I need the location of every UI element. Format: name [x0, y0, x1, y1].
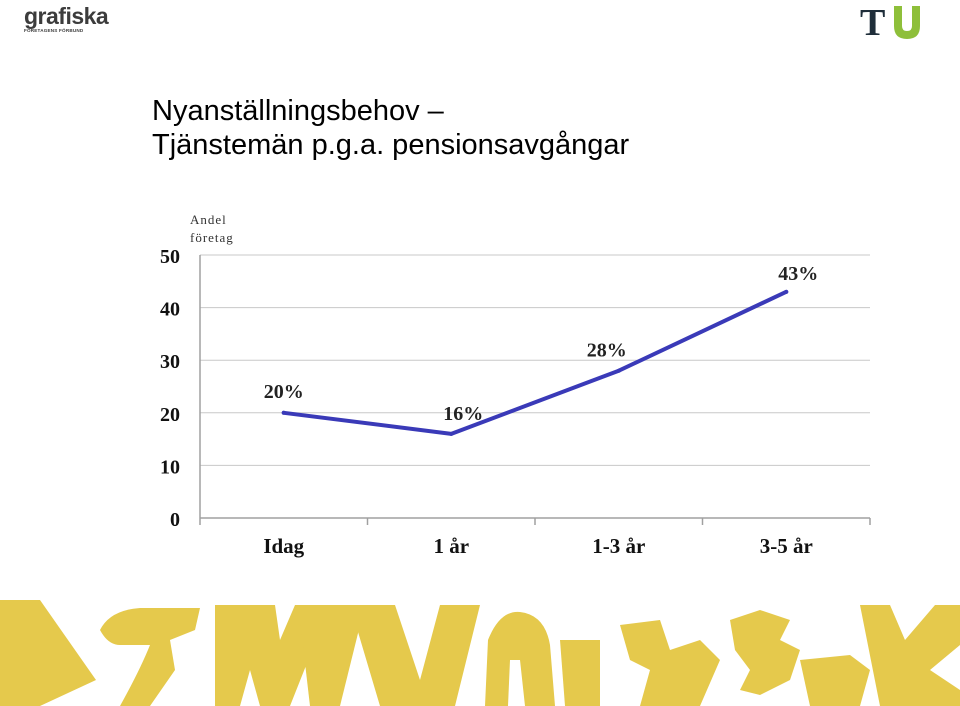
tu-logo: T [860, 2, 920, 40]
data-point [616, 368, 621, 373]
decor-shape [730, 610, 800, 695]
y-tick-label: 10 [160, 456, 180, 478]
decor-shape [350, 605, 480, 706]
line-chart: 0 10 20 30 40 50 Idag 1 år 1-3 år 3-5 år 20% 16% 2… [160, 212, 871, 558]
data-point [281, 410, 286, 415]
decor-shape [0, 600, 96, 706]
x-tick-label: Idag [263, 534, 304, 558]
slide-title: Nyanställningsbehov – Tjänstemän p.g.a. … [152, 94, 852, 162]
decorative-banner [0, 600, 960, 706]
x-tick-label: 1-3 år [592, 534, 645, 558]
data-label: 16% [443, 403, 483, 425]
series-line [281, 289, 789, 436]
decor-shape [100, 608, 200, 706]
tu-logo-t: T [860, 2, 885, 40]
decor-shape [300, 605, 365, 706]
data-label: 43% [778, 263, 818, 285]
y-tick-label: 40 [160, 299, 180, 321]
data-label: 28% [587, 340, 627, 362]
data-label: 20% [264, 381, 304, 403]
y-tick-label: 20 [160, 404, 180, 426]
tu-logo-u [894, 6, 920, 39]
decor-shape [560, 640, 600, 706]
y-tick-label: 0 [170, 509, 180, 531]
grafiska-logo-wordmark: grafiska [24, 3, 109, 29]
y-axis-title-line-1: Andel [190, 212, 227, 227]
y-tick-label: 30 [160, 351, 180, 373]
y-tick-label: 50 [160, 246, 180, 268]
title-line-1: Nyanställningsbehov – [152, 95, 444, 127]
grafiska-logo-tagline: FÖRETAGENS FÖRBUND [24, 28, 84, 33]
x-tick-label: 3-5 år [760, 534, 813, 558]
y-axis-title-line-2: företag [190, 230, 234, 245]
decor-shape [800, 655, 870, 706]
decor-shape [860, 605, 960, 706]
title-line-2: Tjänstemän p.g.a. pensionsavgångar [152, 129, 630, 161]
x-tick-label: 1 år [433, 534, 469, 558]
data-point [449, 431, 454, 436]
data-point [784, 289, 789, 294]
decor-shape [485, 611, 555, 706]
grafiska-logo: grafiska FÖRETAGENS FÖRBUND [24, 4, 114, 38]
decor-shape [620, 620, 720, 706]
